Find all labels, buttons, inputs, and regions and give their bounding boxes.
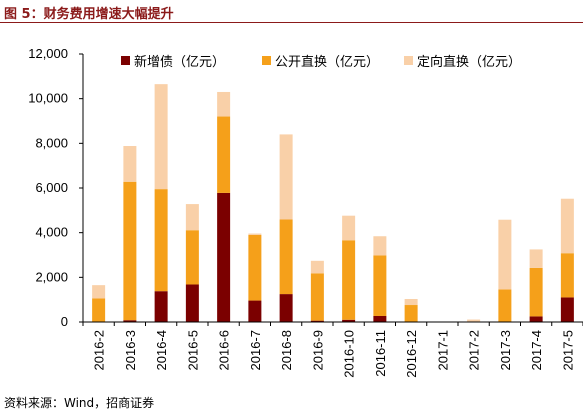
y-axis-ticks: 0 2,000 4,000 6,000 8,000 10,000 12,000	[28, 46, 83, 329]
bar-segment-3	[154, 84, 168, 190]
legend-label-1: 新增债（亿元）	[134, 54, 225, 70]
bar-segment-3	[310, 260, 324, 274]
legend-swatch-1	[121, 56, 130, 65]
x-tick-label: 2017-4	[529, 330, 544, 370]
x-tick-labels: 2016-2 2016-3 2016-4 2016-5 2016-6 2016-7 2016…	[92, 330, 576, 378]
bar-segment-1	[279, 294, 293, 322]
bar-segment-3	[404, 298, 418, 306]
bar-segment-1	[154, 291, 168, 322]
bar-segment-1	[529, 316, 543, 322]
bar-segment-2	[185, 230, 199, 285]
bar-segment-3	[123, 146, 137, 182]
bar-segment-3	[185, 204, 199, 231]
bar-segment-1	[373, 315, 387, 322]
x-tick-label: 2016-11	[373, 330, 388, 377]
bar-segment-1	[123, 320, 137, 322]
title-rule	[0, 22, 583, 23]
x-tick-label: 2016-6	[217, 330, 232, 370]
x-tick-label: 2016-2	[92, 330, 107, 370]
bar-segment-2	[529, 267, 543, 317]
legend-label-2: 公开直换（亿元）	[275, 55, 379, 70]
bar-segment-3	[92, 285, 106, 299]
bar-segment-3	[560, 198, 574, 254]
bars	[92, 84, 574, 322]
bar-segment-3	[248, 233, 262, 235]
bar-segment-1	[217, 192, 231, 322]
bar-segment-2	[373, 255, 387, 316]
bar-segment-2	[498, 289, 512, 322]
bar-segment-2	[560, 253, 574, 298]
bar-segment-3	[373, 236, 387, 256]
bar-segment-2	[92, 298, 106, 322]
y-tick-label: 12,000	[28, 46, 68, 61]
bar-segment-2	[342, 240, 356, 320]
bar-segment-1	[248, 300, 262, 322]
legend: 新增债（亿元） 公开直换（亿元） 定向直换（亿元）	[121, 54, 521, 70]
x-tick-label: 2016-3	[123, 330, 138, 370]
axes	[82, 54, 583, 326]
x-tick-label: 2017-1	[435, 330, 450, 370]
x-tick-label: 2016-9	[310, 330, 325, 370]
source-note: 资料来源：Wind，招商证券	[4, 396, 155, 410]
x-tick-label: 2017-5	[560, 330, 575, 370]
x-tick-label: 2016-5	[185, 330, 200, 370]
bar-segment-3	[217, 91, 231, 117]
y-tick-label: 6,000	[35, 180, 68, 195]
bar-segment-2	[123, 181, 137, 321]
bar-segment-3	[529, 249, 543, 268]
bar-segment-3	[467, 319, 481, 322]
bar-segment-2	[279, 219, 293, 295]
legend-label-3: 定向直换（亿元）	[417, 54, 521, 70]
bar-segment-2	[404, 305, 418, 322]
x-tick-label: 2016-7	[248, 330, 263, 370]
bar-segment-3	[498, 219, 512, 290]
x-tick-label: 2017-3	[498, 330, 513, 370]
bar-segment-1	[185, 284, 199, 322]
y-tick-label: 4,000	[35, 225, 68, 240]
y-tick-label: 8,000	[35, 135, 68, 150]
bar-segment-1	[560, 297, 574, 322]
bar-segment-1	[310, 320, 324, 322]
bar-segment-3	[342, 215, 356, 241]
bar-segment-1	[342, 319, 356, 322]
legend-swatch-2	[262, 56, 271, 65]
bar-segment-2	[310, 273, 324, 321]
y-tick-label: 2,000	[35, 269, 68, 284]
x-tick-label: 2016-12	[404, 330, 419, 378]
legend-swatch-3	[404, 56, 413, 65]
x-tick-label: 2016-8	[279, 330, 294, 370]
bar-segment-3	[279, 134, 293, 220]
figure-title: 图 5：财务费用增速大幅提升	[4, 7, 174, 22]
bar-segment-2	[217, 116, 231, 193]
bar-segment-2	[248, 234, 262, 301]
x-tick-label: 2017-2	[467, 330, 482, 370]
y-tick-label: 0	[61, 314, 68, 329]
bar-segment-2	[154, 189, 168, 292]
x-tick-label: 2016-10	[342, 330, 357, 378]
y-tick-label: 10,000	[28, 91, 68, 106]
x-tick-label: 2016-4	[154, 330, 169, 370]
